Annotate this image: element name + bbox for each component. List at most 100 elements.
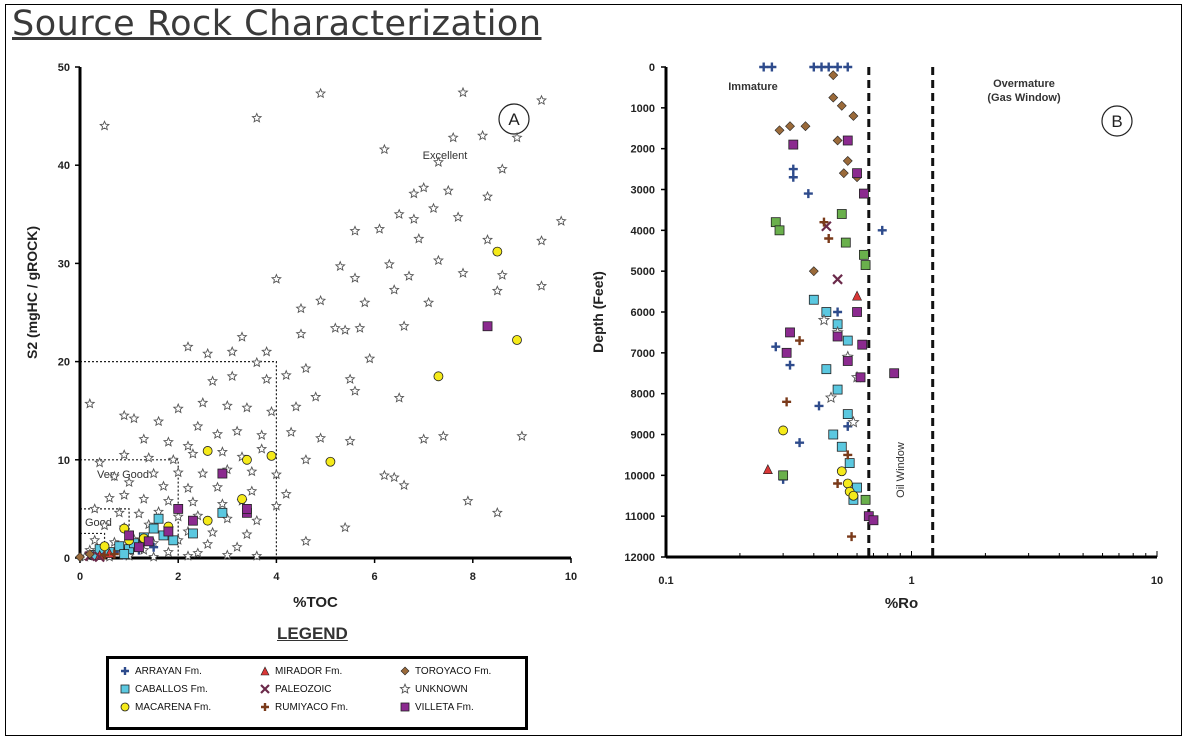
- data-point-other: [860, 494, 871, 505]
- data-point-unknown: [447, 131, 459, 143]
- data-point-unknown: [226, 346, 238, 357]
- data-point-unknown: [138, 433, 150, 444]
- data-point-unknown: [103, 492, 115, 503]
- legend-item-label: MIRADOR Fm.: [275, 665, 343, 677]
- data-point-macarena-fm: [836, 466, 847, 477]
- data-point-villeta-fm: [188, 515, 198, 526]
- data-point-macarena-fm: [433, 371, 444, 382]
- data-point-unknown: [202, 347, 214, 359]
- data-point-unknown: [128, 412, 140, 424]
- legend-title: LEGEND: [277, 624, 348, 643]
- x-tick-label: 1: [908, 575, 914, 587]
- data-point-villeta-fm: [832, 331, 843, 342]
- data-point-arrayan-fm: [833, 62, 843, 72]
- data-point-unknown: [496, 163, 508, 174]
- data-point-macarena-fm: [202, 515, 213, 526]
- legend-item-label: VILLETA Fm.: [415, 701, 474, 713]
- data-point-arrayan-fm: [785, 360, 795, 370]
- data-point-unknown: [256, 443, 268, 454]
- data-point-unknown: [482, 233, 494, 245]
- data-point-unknown: [334, 260, 346, 272]
- data-point-arrayan-fm: [843, 62, 853, 72]
- data-point-unknown: [158, 480, 169, 491]
- data-point-unknown: [280, 369, 292, 381]
- data-point-toroyaco-fm: [828, 70, 839, 81]
- data-point-unknown: [211, 481, 224, 492]
- data-point-macarena-fm: [237, 494, 247, 504]
- data-point-villeta-fm: [859, 188, 869, 199]
- data-point-unknown: [94, 456, 106, 468]
- data-point-unknown: [339, 521, 351, 533]
- data-point-unknown: [241, 402, 253, 413]
- data-point-villeta-fm: [173, 503, 184, 514]
- annotation-excellent: Excellent: [423, 150, 468, 162]
- data-point-rumiyaco-fm: [100, 550, 110, 560]
- data-point-unknown: [211, 428, 224, 439]
- data-point-other: [859, 249, 869, 260]
- page-title: Source Rock Characterization: [12, 4, 542, 44]
- data-point-unknown: [84, 397, 96, 409]
- data-point-macarena-fm: [99, 541, 110, 552]
- data-point-macarena-fm: [242, 454, 252, 465]
- data-point-unknown: [167, 454, 179, 465]
- data-point-unknown: [270, 468, 282, 480]
- annotation-gas-window: (Gas Window): [987, 92, 1061, 104]
- data-point-caballos-fm: [852, 482, 862, 493]
- data-point-unknown: [148, 551, 160, 562]
- data-point-macarena-fm: [848, 490, 859, 501]
- data-point-unknown: [187, 448, 199, 459]
- data-point-toroyaco-fm: [84, 549, 95, 559]
- data-point-arrayan-fm: [824, 62, 834, 72]
- data-point-unknown: [442, 184, 454, 196]
- data-point-unknown: [182, 440, 194, 451]
- star-marker-icon: [399, 683, 411, 694]
- y-tick-label: 3000: [631, 185, 655, 197]
- y-tick-label: 9000: [631, 430, 655, 442]
- data-point-unknown: [207, 375, 219, 386]
- data-point-unknown: [344, 373, 356, 384]
- x-tick-label: 0: [77, 571, 83, 583]
- data-point-unknown: [824, 391, 838, 403]
- legend-marker: [120, 684, 130, 694]
- legend-item-label: PALEOZOIC: [275, 683, 332, 695]
- data-point-unknown: [339, 324, 351, 335]
- data-point-unknown: [256, 429, 268, 440]
- data-point-unknown: [231, 541, 243, 552]
- data-point-unknown: [226, 370, 238, 382]
- data-point-unknown: [496, 269, 508, 280]
- y-tick-label: 11000: [625, 511, 655, 523]
- data-point-unknown: [221, 549, 233, 560]
- legend-item-macarena-fm: MACARENA Fm.: [119, 701, 211, 713]
- data-point-toroyaco-fm: [808, 266, 819, 277]
- y-axis-label: Depth (Feet): [590, 271, 606, 353]
- data-point-unknown: [251, 356, 263, 368]
- data-point-other: [778, 470, 789, 481]
- data-point-unknown: [241, 528, 253, 540]
- y-axis-label: S2 (mgHC / gROCK): [24, 226, 40, 359]
- data-point-unknown: [482, 190, 493, 202]
- triangle-marker-icon: [260, 666, 270, 676]
- data-point-unknown: [192, 420, 204, 432]
- data-point-unknown: [162, 495, 174, 506]
- data-point-villeta-fm: [857, 339, 868, 350]
- circle-marker-icon: [120, 702, 130, 712]
- data-point-macarena-fm: [512, 335, 522, 345]
- data-point-caballos-fm: [148, 523, 159, 534]
- data-point-unknown: [300, 535, 312, 546]
- data-point-unknown: [246, 485, 258, 496]
- diamond-marker-icon: [400, 666, 410, 676]
- figure-frame: [5, 4, 1182, 736]
- data-point-arrayan-fm: [833, 307, 843, 317]
- y-tick-label: 50: [58, 62, 70, 74]
- data-point-unknown: [359, 296, 371, 308]
- data-point-other: [860, 260, 871, 270]
- data-point-unknown: [393, 208, 405, 219]
- data-point-macarena-fm: [202, 446, 213, 456]
- legend-marker: [260, 666, 270, 676]
- data-point-unknown: [172, 402, 184, 414]
- data-point-unknown: [432, 156, 444, 167]
- legend-box: ARRAYAN Fm. CABALLOS Fm. MACARENA Fm. MIRAD…: [106, 656, 528, 730]
- data-point-arrayan-fm: [149, 542, 159, 552]
- legend-item-paleozoic: PALEOZOIC: [259, 683, 332, 695]
- data-point-villeta-fm: [134, 542, 144, 553]
